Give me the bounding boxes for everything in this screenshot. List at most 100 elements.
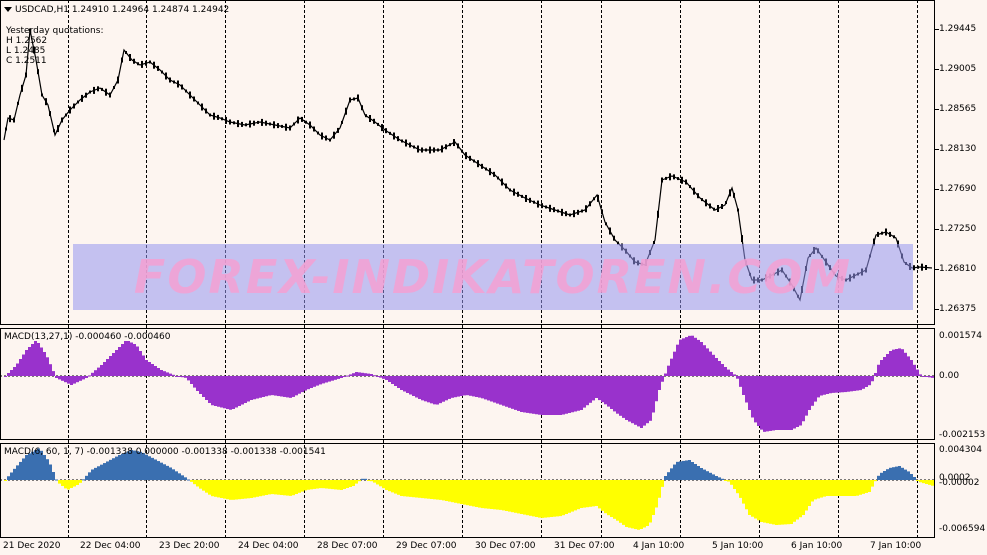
macd2-bar [574, 480, 577, 511]
macd1-bar [145, 360, 148, 376]
macd2-bar [418, 480, 421, 498]
macd1-bar [310, 376, 313, 388]
macd1-bar [73, 376, 76, 384]
candle [425, 148, 427, 152]
candle [733, 192, 735, 198]
price-label: 1.28130 [939, 144, 977, 154]
macd1-bar [721, 364, 724, 376]
macd2-bar [853, 480, 856, 496]
macd1-bar [688, 335, 691, 376]
macd1-bar [214, 376, 217, 406]
macd2-bar [190, 480, 193, 482]
candle [53, 129, 55, 133]
macd2-bar [346, 480, 349, 488]
macd1-label: -0.002153 [939, 430, 986, 440]
candle [277, 123, 279, 129]
macd1-bar [925, 376, 928, 377]
macd1-bar [829, 376, 832, 394]
macd2-bar [292, 480, 295, 496]
candle [697, 193, 699, 199]
macd2-bar [847, 480, 850, 496]
macd1-bar [838, 376, 841, 393]
macd1-bar [61, 376, 64, 381]
macd1-bar [682, 338, 685, 376]
macd2-bar [394, 480, 397, 494]
time-label: 6 Jan 10:00 [791, 541, 843, 551]
candle [461, 149, 463, 153]
time-label: 4 Jan 10:00 [633, 541, 685, 551]
candle [113, 86, 115, 89]
macd2-bar [328, 480, 331, 489]
chevron-down-icon[interactable] [4, 7, 12, 12]
candle [313, 126, 315, 132]
macd1-bar [571, 376, 574, 413]
candle [669, 173, 671, 181]
candle [157, 65, 159, 71]
macd2-bar [52, 472, 55, 480]
macd1-bar [790, 376, 793, 430]
candle [397, 136, 399, 142]
macd2-bar [451, 480, 454, 503]
macd1-bar [883, 357, 886, 376]
macd1-bar [835, 376, 838, 393]
candle [489, 168, 491, 176]
candle [429, 146, 431, 154]
macd1-bar [757, 376, 760, 426]
macd2-bar [724, 480, 727, 481]
macd2-bar [163, 464, 166, 480]
macd1-bar [580, 376, 583, 410]
macd1-bar [931, 376, 934, 378]
macd2-bar [487, 480, 490, 509]
candle [73, 103, 75, 109]
macd1-bar [799, 376, 802, 426]
candle [309, 121, 311, 129]
macd1-bar [322, 376, 325, 384]
macd1-bar [544, 376, 547, 415]
macd1-bar [232, 376, 235, 409]
macd1-bar [205, 376, 208, 400]
macd2-bar [22, 458, 25, 480]
candle [721, 204, 723, 209]
macd1-bar [418, 376, 421, 399]
macd2-bar [850, 480, 853, 496]
candle [301, 116, 303, 122]
macd2-bar [391, 480, 394, 493]
candle [701, 198, 703, 202]
macd2-bar [883, 471, 886, 480]
macd1-bar [697, 339, 700, 376]
macd2-bar [637, 480, 640, 530]
macd1-bar [670, 358, 673, 376]
macd2-bar [409, 480, 412, 497]
macd2-bar [748, 480, 751, 515]
macd2-bar [787, 480, 790, 525]
macd2-bar [217, 480, 220, 498]
candle [201, 103, 203, 111]
macd1-bar [628, 376, 631, 422]
macd2-bar [628, 480, 631, 528]
macd2-label: -0.00002 [939, 478, 980, 488]
macd2-bar [331, 480, 334, 490]
macd1-bar [37, 343, 40, 376]
macd1-bar [613, 376, 616, 412]
macd1-bar [100, 365, 103, 376]
candle [517, 191, 519, 197]
macd1-bar [559, 376, 562, 415]
macd2-bar [85, 475, 88, 480]
macd1-bar [664, 373, 667, 376]
macd1-bar [265, 376, 268, 397]
macd1-bar [484, 376, 487, 400]
macd1-bar [400, 376, 403, 390]
macd1-bar [220, 376, 223, 408]
macd1-bar [424, 376, 427, 402]
macd1-bar [778, 376, 781, 430]
candle [325, 135, 327, 141]
macd1-bar [172, 374, 175, 376]
candle [273, 121, 275, 129]
macd2-bar [238, 480, 241, 500]
macd1-bar [325, 376, 328, 383]
symbol-header[interactable]: USDCAD,H1 1.24910 1.24964 1.24874 1.2494… [4, 5, 229, 15]
time-label: 7 Jan 10:00 [870, 541, 922, 551]
axis-tick [935, 229, 939, 230]
macd2-bar [604, 480, 607, 514]
macd1-bar [556, 376, 559, 415]
